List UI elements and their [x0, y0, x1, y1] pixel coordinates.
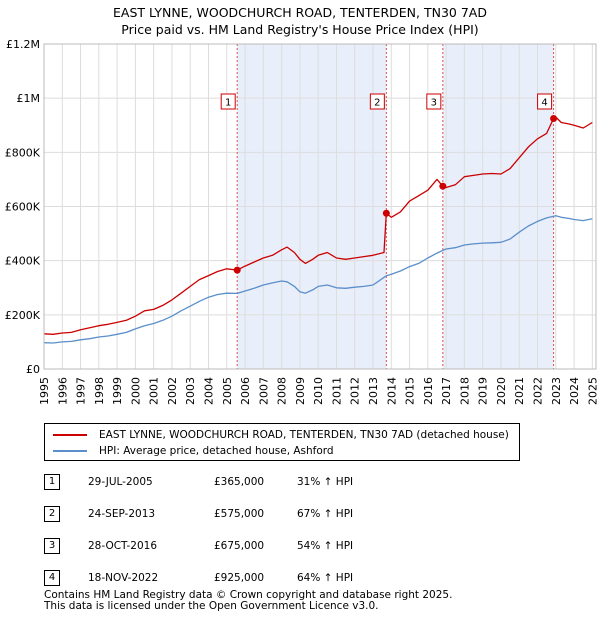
price-chart: 1 2 3 4 £0 £200K £400K £600K £800K £1M £1.2M 1995 19… [5, 38, 600, 405]
y-tick-label: £600K [5, 201, 41, 214]
hpi-line [43, 215, 593, 344]
sale-label-box [426, 93, 442, 110]
sale-hpi-change: 67% ↑ HPI [297, 508, 354, 520]
x-tick-label: 2004 [203, 377, 216, 405]
legend-item-hpi: HPI: Average price, detached house, Ashf… [53, 443, 334, 459]
y-tick-label: £400K [5, 255, 41, 268]
sale-date: 28-OCT-2016 [88, 540, 157, 552]
x-tick-label: 2022 [532, 377, 545, 405]
x-tick-label: 1999 [111, 377, 124, 405]
x-tick-label: 2016 [422, 377, 435, 405]
x-tick-label: 2021 [513, 377, 526, 405]
x-tick-label: 2019 [477, 377, 490, 405]
sale-label-box [369, 93, 385, 110]
sale-label-number: 3 [431, 98, 437, 109]
footer-line1: Contains HM Land Registry data © Crown c… [44, 589, 453, 601]
sale-label-number: 4 [541, 98, 547, 109]
sale-price: £675,000 [214, 540, 265, 552]
sale-price: £925,000 [214, 572, 265, 584]
legend-swatch-property [53, 434, 87, 436]
chart-title-line2: Price paid vs. HM Land Registry's House … [121, 22, 479, 37]
x-tick-label: 2002 [166, 377, 179, 405]
x-tick-label: 2013 [367, 377, 380, 405]
x-tick-label: 2014 [385, 377, 398, 405]
property-price-line [43, 116, 593, 335]
x-tick-label: 2024 [568, 377, 581, 405]
y-tick-label: £0 [26, 363, 40, 376]
x-tick-label: 2005 [221, 377, 234, 405]
x-tick-label: 1998 [93, 377, 106, 405]
chart-title: EAST LYNNE, WOODCHURCH ROAD, TENTERDEN, … [0, 4, 600, 38]
x-tick-label: 2023 [550, 377, 563, 405]
sale-price: £575,000 [214, 508, 265, 520]
sale-point [382, 209, 390, 217]
sale-point [233, 266, 241, 274]
x-tick-label: 2017 [440, 377, 453, 405]
sale-hpi-change: 31% ↑ HPI [297, 476, 354, 488]
x-tick-label: 2012 [349, 377, 362, 405]
sale-date: 29-JUL-2005 [88, 476, 153, 488]
x-tick-label: 2008 [276, 377, 289, 405]
x-tick-label: 1997 [75, 377, 88, 405]
legend-item-property: EAST LYNNE, WOODCHURCH ROAD, TENTERDEN, … [53, 427, 509, 443]
sale-number-badge: 1 [44, 474, 60, 490]
sale-hpi-change: 54% ↑ HPI [297, 540, 354, 552]
plot-frame [43, 43, 597, 370]
sale-label-number: 2 [374, 98, 380, 109]
chart-title-line1: EAST LYNNE, WOODCHURCH ROAD, TENTERDEN, … [113, 5, 487, 20]
x-tick-label: 2025 [586, 377, 599, 405]
sale-row: 1 29-JUL-2005 £365,000 31% ↑ HPI [44, 474, 464, 494]
y-tick-label: £800K [5, 146, 41, 159]
sale-label-number: 1 [225, 98, 231, 109]
sale-date: 24-SEP-2013 [88, 508, 156, 520]
legend-label-property: EAST LYNNE, WOODCHURCH ROAD, TENTERDEN, … [99, 429, 509, 441]
sale-date: 18-NOV-2022 [88, 572, 159, 584]
x-tick-label: 2007 [257, 377, 270, 405]
sale-row: 3 28-OCT-2016 £675,000 54% ↑ HPI [44, 538, 464, 558]
x-tick-label: 2015 [404, 377, 417, 405]
sale-number-badge: 4 [44, 570, 60, 586]
sale-row: 2 24-SEP-2013 £575,000 67% ↑ HPI [44, 506, 464, 526]
x-tick-label: 2001 [148, 377, 161, 405]
sale-price: £365,000 [214, 476, 265, 488]
sale-number-badge: 2 [44, 506, 60, 522]
sale-label-box [220, 93, 236, 110]
footer-line2: This data is licensed under the Open Gov… [44, 600, 379, 612]
x-tick-label: 2018 [458, 377, 471, 405]
footer-attribution: Contains HM Land Registry data © Crown c… [44, 590, 452, 612]
x-tick-label: 2010 [312, 377, 325, 405]
x-tick-label: 2009 [294, 377, 307, 405]
x-tick-label: 2020 [495, 377, 508, 405]
sale-point [550, 114, 558, 122]
sale-number-badge: 3 [44, 538, 60, 554]
sale-row: 4 18-NOV-2022 £925,000 64% ↑ HPI [44, 570, 464, 590]
sale-label-box [537, 93, 553, 110]
x-tick-label: 1995 [38, 377, 51, 405]
x-tick-label: 2006 [239, 377, 252, 405]
x-tick-label: 1996 [56, 377, 69, 405]
sale-hpi-change: 64% ↑ HPI [297, 572, 354, 584]
y-tick-label: £200K [5, 309, 41, 322]
x-tick-label: 2000 [129, 377, 142, 405]
chart-legend: EAST LYNNE, WOODCHURCH ROAD, TENTERDEN, … [44, 423, 520, 461]
x-tick-label: 2011 [330, 377, 343, 405]
legend-swatch-hpi [53, 450, 87, 452]
x-tick-label: 2003 [184, 377, 197, 405]
sale-point [439, 182, 447, 190]
y-tick-label: £1.2M [6, 38, 40, 51]
legend-label-hpi: HPI: Average price, detached house, Ashf… [99, 445, 334, 457]
y-tick-label: £1M [17, 92, 41, 105]
